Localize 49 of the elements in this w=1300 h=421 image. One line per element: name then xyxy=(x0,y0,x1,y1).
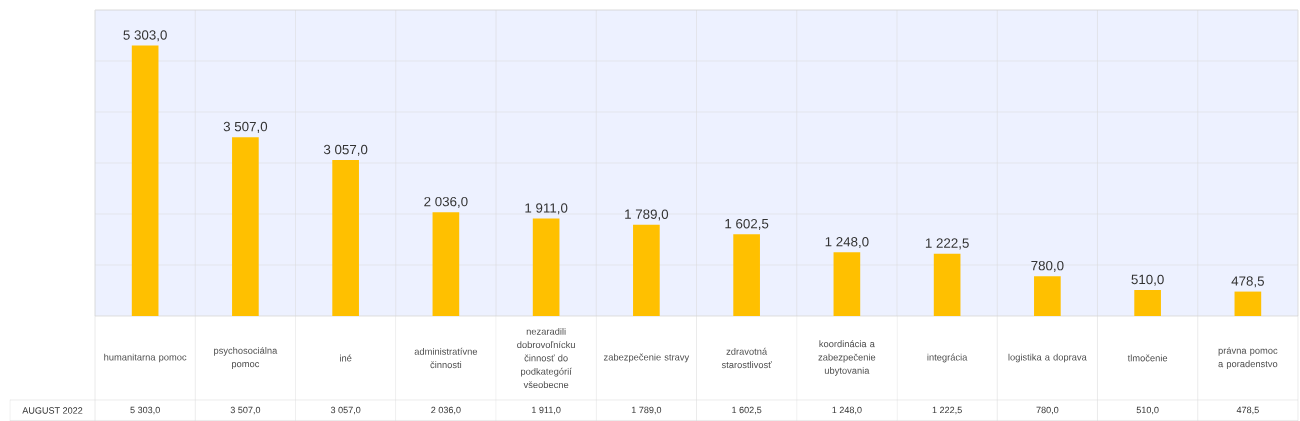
bar xyxy=(432,212,460,316)
bar xyxy=(532,218,560,316)
text: 1 789,0 xyxy=(625,209,669,221)
x-tick-label: humanitarna pomoc xyxy=(104,353,187,363)
data-label: 478,5 xyxy=(1236,406,1259,415)
text: 1 602,5 xyxy=(725,218,769,231)
text: 478,5 xyxy=(1231,276,1264,288)
data-label: 5 303,0 xyxy=(130,406,160,415)
text: 2 036,0 xyxy=(424,196,468,208)
bar xyxy=(1234,291,1262,316)
x-tick-label: koordinácia a zabezpečenie ubytovania xyxy=(818,340,876,376)
bar xyxy=(733,234,760,316)
bar xyxy=(933,253,961,316)
data-label: 1 911,0 xyxy=(532,406,561,415)
text: 780,0 xyxy=(1031,260,1064,272)
text: 5 303,0 xyxy=(123,30,167,42)
text: 1 248,0 xyxy=(825,237,869,249)
text: 3 507,0 xyxy=(223,121,268,133)
data-label: 780,0 xyxy=(1036,406,1059,415)
bar xyxy=(833,252,861,316)
data-label: 1 602,5 xyxy=(732,406,762,415)
data-label: 510,0 xyxy=(1136,406,1159,415)
data-label: 1 248,0 xyxy=(832,406,862,415)
data-label: 1 222,5 xyxy=(932,406,962,415)
text: 3 057,0 xyxy=(323,144,368,156)
x-tick-label: psychosociálna pomoc xyxy=(214,346,278,370)
bar xyxy=(633,224,660,316)
x-tick-label: logistika a doprava xyxy=(1008,353,1087,363)
data-label: 2 036,0 xyxy=(431,406,461,415)
data-label: 1 789,0 xyxy=(631,406,662,415)
x-tick-label: právna pomoc a poradenstvo xyxy=(1218,346,1278,370)
text: AUGUST 2022 xyxy=(22,407,83,414)
data-label: 3 057,0 xyxy=(330,406,361,415)
bar xyxy=(1034,276,1061,316)
x-tick-label: zdravotná starostlivosť xyxy=(721,347,772,369)
bar xyxy=(1134,289,1161,316)
bar xyxy=(332,160,359,316)
bar xyxy=(131,45,159,316)
x-tick-label: iné xyxy=(340,354,352,362)
x-tick-label: administratívne činnosti xyxy=(414,347,478,369)
x-tick-label: tlmočenie xyxy=(1127,354,1168,362)
x-tick-label: integrácia xyxy=(927,353,968,363)
data-label: 3 507,0 xyxy=(230,406,261,415)
text: 1 911,0 xyxy=(525,203,568,215)
bar xyxy=(232,137,259,316)
x-tick-label: zabezpečenie stravy xyxy=(603,353,690,363)
x-tick-label: nezaradili dobrovoľnícku činnosť do podkategórií všeobecne xyxy=(517,327,575,389)
text: 510,0 xyxy=(1131,274,1164,286)
text: 1 222,5 xyxy=(925,238,969,250)
